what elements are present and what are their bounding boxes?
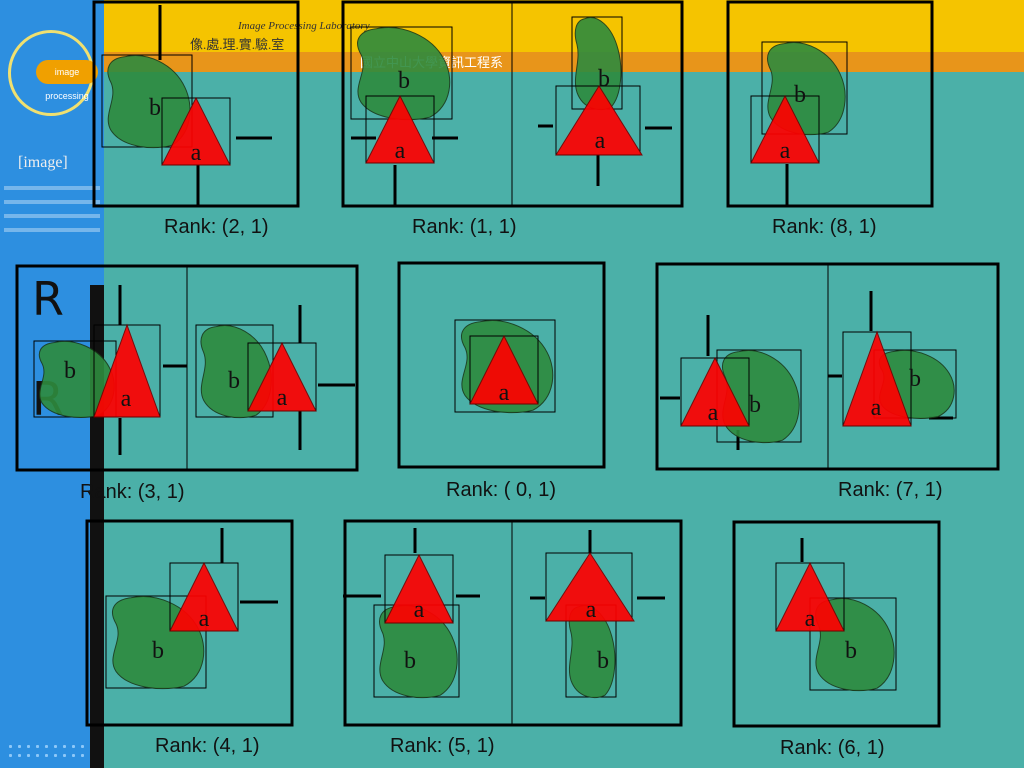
region-b-blob (200, 325, 272, 419)
region-label: b (794, 82, 806, 108)
region-a-triangle (545, 552, 635, 622)
region-label: b (149, 95, 161, 121)
rank-label: Rank: (1, 1) (412, 216, 517, 238)
panel-frame (726, 0, 934, 208)
region-a-triangle (161, 96, 231, 166)
region-label: a (191, 140, 202, 166)
sidebar-text-line (4, 228, 100, 232)
region-a-triangle (169, 561, 239, 632)
region-label: a (395, 138, 406, 164)
region-b-blob (38, 341, 115, 418)
region-label: b (597, 648, 609, 674)
region-label: a (871, 395, 882, 421)
region-a-triangle (365, 94, 435, 164)
region-label: a (199, 606, 210, 632)
lab-name-cn: 像.處.理.實.驗.室 (190, 37, 285, 52)
region-label: a (805, 606, 816, 632)
region-label: a (595, 128, 606, 154)
dot-pattern (6, 742, 86, 762)
region-a-triangle (384, 553, 454, 624)
region-label: b (749, 392, 761, 418)
rank-label: Rank: (6, 1) (780, 737, 885, 759)
rank-label: Rank: ( 0, 1) (446, 479, 557, 501)
region-label: a (121, 386, 132, 412)
image-tag: [image] (18, 154, 68, 171)
rank-label: Rank: (7, 1) (838, 479, 943, 501)
region-b-blob (379, 605, 458, 698)
region-label: b (909, 366, 921, 392)
region-label: a (708, 400, 719, 426)
letter-r-icon: R (32, 272, 64, 326)
panel-frame (732, 520, 941, 728)
rank-label: Rank: (5, 1) (390, 735, 495, 757)
lab-title: Image Processing Laboratory (238, 20, 370, 32)
logo-text: image processing (36, 60, 98, 101)
region-a-triangle (750, 94, 820, 164)
region-label: b (398, 68, 410, 94)
region-a-triangle (93, 323, 161, 418)
region-label: a (780, 138, 791, 164)
panel-frame (85, 519, 294, 727)
region-b-blob (568, 605, 616, 699)
region-label: b (228, 368, 240, 394)
rank-label: Rank: (4, 1) (155, 735, 260, 757)
rank-label: Rank: (8, 1) (772, 216, 877, 238)
region-a-triangle (680, 356, 750, 427)
region-label: b (64, 358, 76, 384)
region-label: b (404, 648, 416, 674)
region-a-triangle (842, 330, 912, 427)
region-a-triangle (247, 341, 317, 412)
region-a-triangle (469, 334, 539, 405)
sidebar-text-line (4, 200, 100, 204)
sidebar-text-line (4, 214, 100, 218)
region-label: a (586, 597, 597, 623)
region-a-triangle (555, 85, 643, 156)
panel-frame (343, 519, 683, 727)
sidebar-text-line (4, 186, 100, 190)
region-label: b (845, 638, 857, 664)
rank-label: Rank: (2, 1) (164, 216, 269, 238)
region-a-triangle (775, 561, 845, 632)
region-label: b (598, 66, 610, 92)
region-label: a (499, 380, 510, 406)
panel-frame (397, 261, 606, 469)
region-b-blob (107, 55, 191, 148)
region-label: a (414, 597, 425, 623)
region-label: b (152, 638, 164, 664)
panel-frame (92, 0, 300, 208)
rank-label: Rank: (3, 1) (80, 481, 185, 503)
region-label: a (277, 385, 288, 411)
